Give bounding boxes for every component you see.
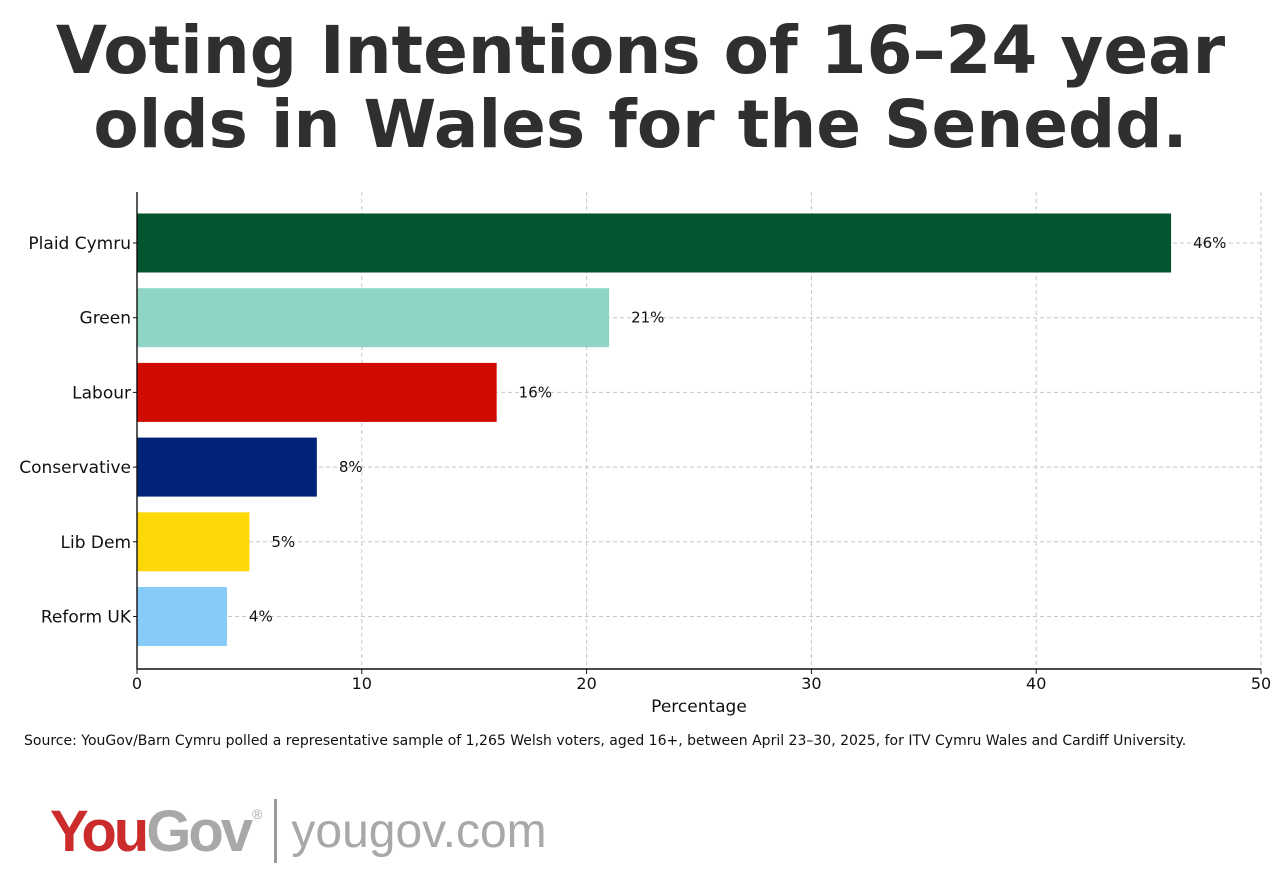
bar-reform-uk bbox=[137, 587, 227, 646]
logo-brand-you: You bbox=[50, 798, 149, 864]
logo-brand-gov: Gov bbox=[146, 798, 253, 864]
chart-title: Voting Intentions of 16–24 year olds in … bbox=[0, 14, 1281, 162]
value-label: 4% bbox=[249, 608, 273, 626]
category-label: Conservative bbox=[19, 458, 131, 478]
bar-green bbox=[137, 288, 610, 348]
chart-title-line-2: olds in Wales for the Senedd. bbox=[93, 86, 1188, 163]
x-tick-label: 0 bbox=[132, 674, 142, 693]
logo-divider bbox=[274, 799, 278, 863]
value-label: 8% bbox=[339, 458, 363, 476]
yougov-logo: You Gov ® yougov.com bbox=[50, 796, 547, 866]
x-tick-label: 30 bbox=[801, 674, 821, 693]
value-label: 21% bbox=[631, 309, 664, 327]
value-label: 5% bbox=[271, 533, 295, 551]
logo-url: yougov.com bbox=[291, 804, 547, 858]
category-label: Green bbox=[80, 309, 131, 329]
value-label: 46% bbox=[1193, 234, 1226, 252]
logo-registered-mark: ® bbox=[252, 806, 263, 822]
chart-title-line-1: Voting Intentions of 16–24 year bbox=[55, 12, 1226, 89]
x-tick-label: 40 bbox=[1026, 674, 1046, 693]
bar-plaid-cymru bbox=[137, 213, 1172, 273]
bar-conservative bbox=[137, 437, 317, 497]
bar-lib-dem bbox=[137, 512, 250, 572]
bar-chart: 46% Plaid Cymru 21% Green 16% Labour 8% Conserv… bbox=[19, 192, 1271, 717]
category-label: Plaid Cymru bbox=[28, 234, 131, 254]
value-label: 16% bbox=[519, 383, 552, 401]
bar-labour bbox=[137, 362, 497, 422]
x-axis-title: Percentage bbox=[651, 697, 747, 717]
category-label: Reform UK bbox=[41, 608, 132, 628]
source-note: Source: YouGov/Barn Cymru polled a repre… bbox=[24, 733, 1187, 749]
category-label: Lib Dem bbox=[61, 533, 132, 553]
x-tick-label: 20 bbox=[576, 674, 596, 693]
category-label: Labour bbox=[72, 383, 131, 403]
x-tick-label: 10 bbox=[352, 674, 372, 693]
x-tick-label: 50 bbox=[1251, 674, 1271, 693]
